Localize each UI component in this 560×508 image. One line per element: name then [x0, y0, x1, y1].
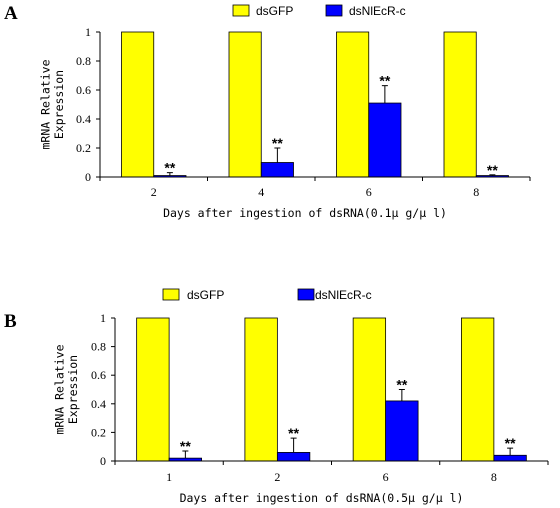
- chart-b-bar-dsgfp-6: [352, 317, 387, 462]
- chart-b-bar-dsnlecr-2: [276, 452, 311, 462]
- chart-b-legend-swatch-1: [297, 288, 315, 301]
- chart-a-legend-label-1: dsNlEcR-c: [349, 4, 406, 18]
- chart-b-x-tick-label: 8: [491, 470, 497, 484]
- chart-a-x-tick-label: 8: [473, 185, 479, 199]
- chart-a-y-tick-label: 0.8: [76, 54, 91, 68]
- chart-a-bar-dsgfp-6: [336, 31, 370, 178]
- chart-a-x-axis-title: Days after ingestion of dsRNA(0.1μ g/μ l…: [163, 206, 447, 220]
- chart-b-panel-letter: B: [4, 311, 17, 332]
- chart-b-significance-label-6: **: [396, 377, 407, 393]
- chart-a-y-tick-label: 0: [85, 170, 91, 184]
- chart-a-bar-dsgfp-4: [228, 31, 262, 178]
- chart-b-significance-label-1: **: [180, 438, 191, 454]
- chart-b-x-tick-label: 2: [274, 470, 280, 484]
- chart-a-legend-swatch-1: [325, 4, 343, 17]
- chart-b-y-tick-label: 0.4: [91, 397, 106, 411]
- chart-a-significance-label-4: **: [272, 135, 283, 151]
- chart-b-y-axis-title: mRNA RelativeExpression: [53, 344, 80, 434]
- chart-b-y-tick-label: 0.6: [91, 368, 106, 382]
- chart-a-legend-label-0: dsGFP: [256, 4, 293, 18]
- chart-b-bar-dsnlecr-8: [493, 454, 527, 462]
- chart-a-x-tick-label: 2: [151, 185, 157, 199]
- chart-a-bar-dsgfp-2: [121, 31, 155, 178]
- chart-a-significance-label-6: **: [379, 73, 390, 89]
- chart-a-significance-label-2: **: [164, 160, 175, 176]
- chart-b-bar-dsnlecr-6: [385, 400, 419, 462]
- chart-b-bar-dsgfp-1: [136, 317, 170, 462]
- chart-b-legend-swatch-0: [162, 288, 180, 301]
- chart-a-y-tick-label: 0.4: [76, 112, 91, 126]
- chart-a-y-axis-title: mRNA RelativeExpression: [39, 59, 66, 149]
- chart-a-panel-letter: A: [4, 3, 18, 24]
- chart-a-legend-swatch-0: [232, 4, 250, 17]
- chart-b-significance-label-8: **: [505, 435, 516, 451]
- chart-b-x-tick-label: 6: [383, 470, 389, 484]
- chart-b-bar-dsgfp-2: [244, 317, 278, 462]
- chart-b-legend-label-1: dsNlEcR-c: [315, 288, 372, 302]
- chart-b-x-tick-label: 1: [166, 470, 172, 484]
- chart-a-y-tick-label: 0.2: [76, 141, 91, 155]
- chart-b-y-tick-label: 0.2: [91, 425, 106, 439]
- chart-b-y-tick-label: 1: [100, 311, 106, 325]
- chart-b-legend-label-0: dsGFP: [187, 288, 224, 302]
- chart-a-significance-label-8: **: [487, 162, 498, 178]
- chart-b-significance-label-2: **: [288, 425, 299, 441]
- chart-b-bar-dsgfp-8: [460, 317, 495, 462]
- chart-a-bar-dsnlecr-4: [260, 162, 294, 178]
- chart-b-x-axis-title: Days after ingestion of dsRNA(0.5μ g/μ l…: [180, 491, 464, 505]
- chart-a-x-tick-label: 6: [366, 185, 372, 199]
- chart-a-bar-dsnlecr-6: [368, 102, 402, 178]
- chart-a-bar-dsgfp-8: [443, 31, 477, 178]
- chart-b-y-tick-label: 0: [100, 454, 106, 468]
- chart-b-y-tick-label: 0.8: [91, 340, 106, 354]
- chart-a-y-tick-label: 1: [85, 25, 91, 39]
- chart-a-y-tick-label: 0.6: [76, 83, 91, 97]
- chart-a-x-tick-label: 4: [258, 185, 264, 199]
